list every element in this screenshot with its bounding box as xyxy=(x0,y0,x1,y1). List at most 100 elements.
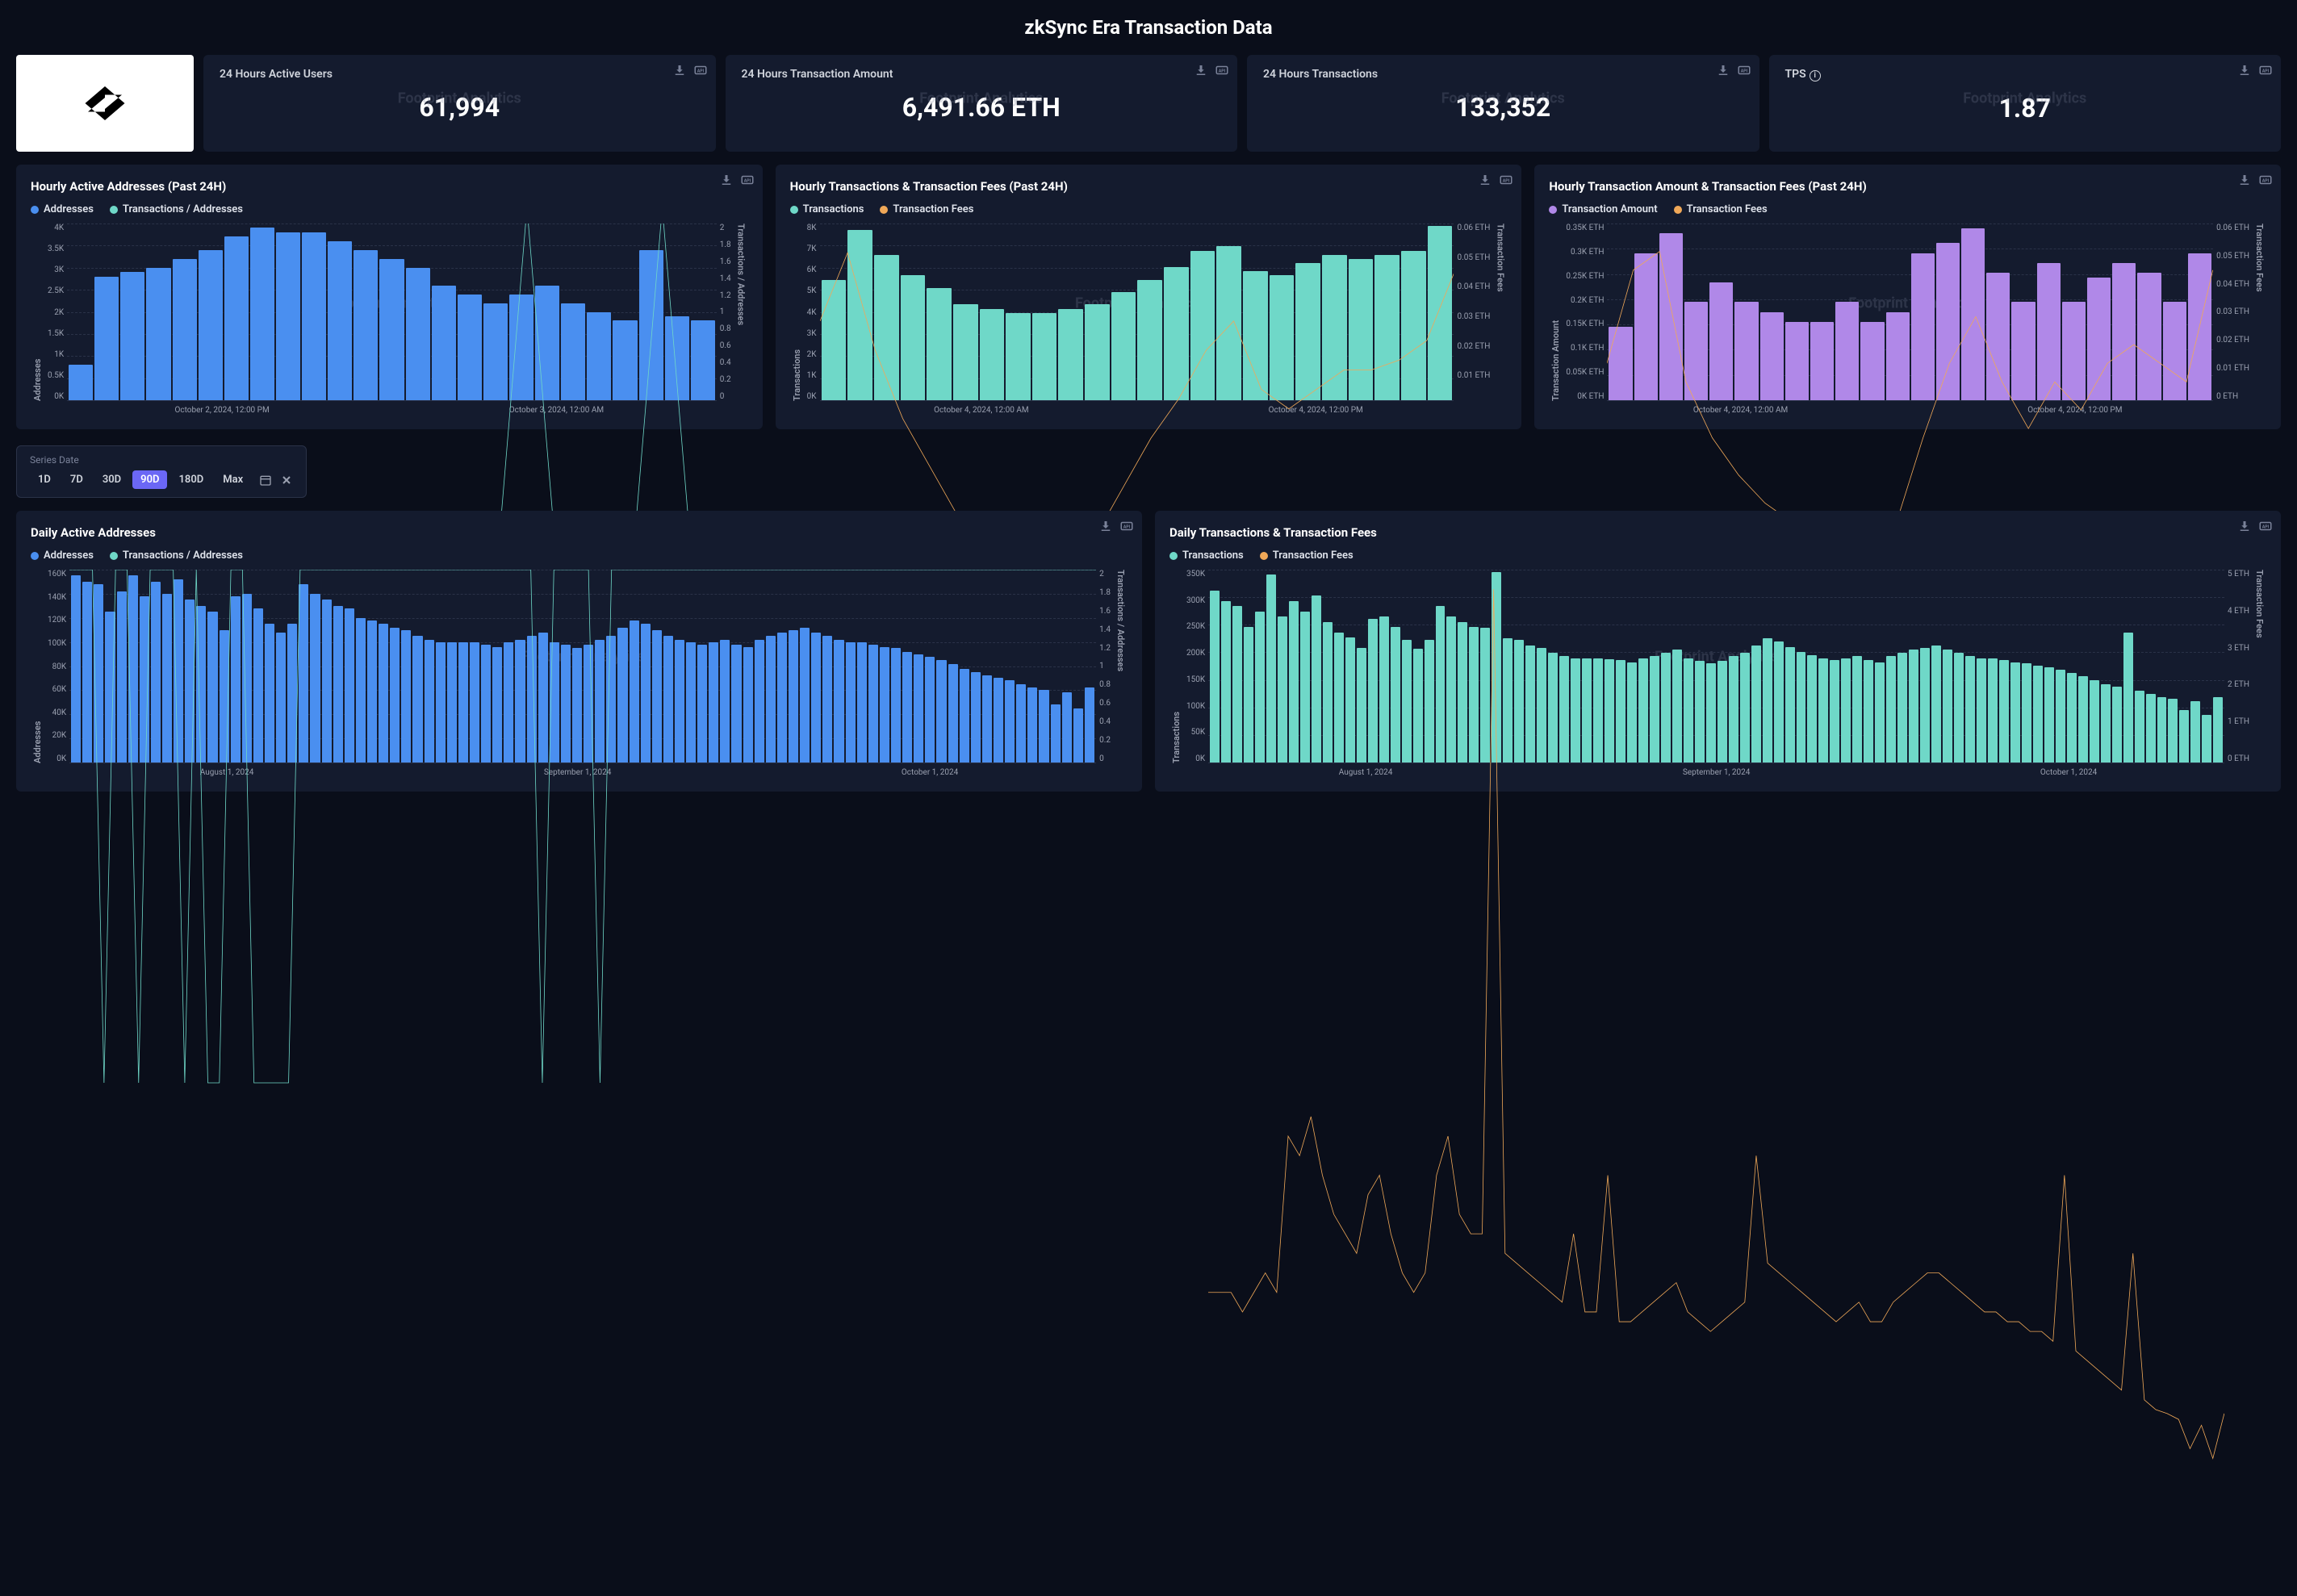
bar[interactable] xyxy=(1402,640,1412,762)
bar[interactable] xyxy=(1548,653,1558,762)
bar[interactable] xyxy=(458,642,468,762)
bar[interactable] xyxy=(231,596,241,762)
bar[interactable] xyxy=(1785,647,1795,762)
bar[interactable] xyxy=(1137,280,1162,400)
bar[interactable] xyxy=(1886,656,1896,762)
bar[interactable] xyxy=(874,255,899,400)
bar[interactable] xyxy=(1807,655,1817,762)
bar[interactable] xyxy=(868,645,878,762)
bar[interactable] xyxy=(1810,322,1834,400)
bar[interactable] xyxy=(1289,601,1299,762)
bar[interactable] xyxy=(412,636,422,762)
bar[interactable] xyxy=(1073,708,1083,762)
bar[interactable] xyxy=(1391,627,1400,762)
bar[interactable] xyxy=(2087,278,2111,400)
bar[interactable] xyxy=(1085,687,1094,762)
download-icon[interactable] xyxy=(1478,173,1492,187)
bar[interactable] xyxy=(504,642,513,762)
bar[interactable] xyxy=(1255,612,1265,762)
bar[interactable] xyxy=(174,579,183,762)
bar[interactable] xyxy=(1774,641,1784,762)
bar[interactable] xyxy=(1999,660,2009,762)
range-btn-90d[interactable]: 90D xyxy=(132,470,167,489)
calendar-icon[interactable] xyxy=(259,474,272,487)
bar[interactable] xyxy=(1988,658,1998,762)
bar[interactable] xyxy=(2168,699,2178,762)
bar[interactable] xyxy=(276,232,300,400)
bar[interactable] xyxy=(617,628,627,762)
bar[interactable] xyxy=(720,640,730,762)
bar[interactable] xyxy=(901,275,926,400)
bar[interactable] xyxy=(914,654,923,762)
api-icon[interactable]: API xyxy=(693,63,708,77)
bar[interactable] xyxy=(94,584,103,762)
bar[interactable] xyxy=(1897,653,1907,762)
bar[interactable] xyxy=(1401,251,1426,401)
download-icon[interactable] xyxy=(2237,173,2252,187)
bar[interactable] xyxy=(458,295,482,400)
bar[interactable] xyxy=(2067,673,2077,762)
bar[interactable] xyxy=(1785,322,1809,400)
bar[interactable] xyxy=(1039,690,1048,762)
bar[interactable] xyxy=(82,582,92,762)
bar[interactable] xyxy=(2213,697,2223,762)
bar[interactable] xyxy=(2101,684,2111,762)
bar[interactable] xyxy=(1582,658,1592,762)
bar[interactable] xyxy=(481,645,491,762)
bar[interactable] xyxy=(2112,263,2136,400)
bar[interactable] xyxy=(1323,622,1333,762)
bar[interactable] xyxy=(2146,694,2156,762)
bar[interactable] xyxy=(265,624,274,762)
plot-area[interactable]: Footprint Analytics xyxy=(69,570,1096,763)
bar[interactable] xyxy=(846,642,856,762)
bar[interactable] xyxy=(1027,687,1037,762)
bar[interactable] xyxy=(151,582,161,762)
bar[interactable] xyxy=(425,640,434,762)
bar[interactable] xyxy=(550,642,559,762)
bar[interactable] xyxy=(1559,656,1569,762)
bar[interactable] xyxy=(1436,606,1446,762)
bar[interactable] xyxy=(2157,697,2167,762)
download-icon[interactable] xyxy=(672,63,687,77)
bar[interactable] xyxy=(925,657,935,762)
bar[interactable] xyxy=(953,304,978,400)
bar[interactable] xyxy=(1032,313,1057,400)
bar[interactable] xyxy=(1706,663,1716,762)
bar[interactable] xyxy=(1469,627,1479,762)
bar[interactable] xyxy=(2037,263,2061,400)
bar[interactable] xyxy=(880,647,889,762)
bar[interactable] xyxy=(1295,263,1320,400)
api-icon[interactable]: API xyxy=(1119,519,1134,533)
bar[interactable] xyxy=(354,250,378,400)
bar[interactable] xyxy=(1243,271,1268,400)
bar[interactable] xyxy=(1841,658,1851,762)
bar[interactable] xyxy=(2090,680,2099,762)
bar[interactable] xyxy=(1860,322,1884,400)
bar[interactable] xyxy=(379,259,404,400)
bar[interactable] xyxy=(250,228,274,400)
bar[interactable] xyxy=(1961,228,1985,400)
bar[interactable] xyxy=(1006,313,1031,400)
bar[interactable] xyxy=(1763,638,1772,762)
bar[interactable] xyxy=(1368,619,1378,762)
bar[interactable] xyxy=(276,633,286,762)
range-btn-180d[interactable]: 180D xyxy=(170,470,211,489)
bar[interactable] xyxy=(1627,662,1637,762)
bar[interactable] xyxy=(515,640,525,762)
bar[interactable] xyxy=(1965,656,1975,762)
bar[interactable] xyxy=(1852,656,1862,762)
bar[interactable] xyxy=(1244,627,1253,762)
plot-area[interactable]: Footprint Analytics xyxy=(67,224,717,401)
bar[interactable] xyxy=(1312,595,1321,762)
bar[interactable] xyxy=(1221,601,1231,762)
bar[interactable] xyxy=(1936,243,1960,400)
bar[interactable] xyxy=(1266,574,1276,762)
bar[interactable] xyxy=(302,232,326,400)
bar[interactable] xyxy=(2112,687,2122,762)
bar[interactable] xyxy=(2056,670,2065,762)
bar[interactable] xyxy=(1911,253,1935,401)
bar[interactable] xyxy=(1864,660,1873,762)
bar[interactable] xyxy=(2010,662,2020,762)
api-icon[interactable]: API xyxy=(740,173,755,187)
bar[interactable] xyxy=(1379,616,1389,762)
